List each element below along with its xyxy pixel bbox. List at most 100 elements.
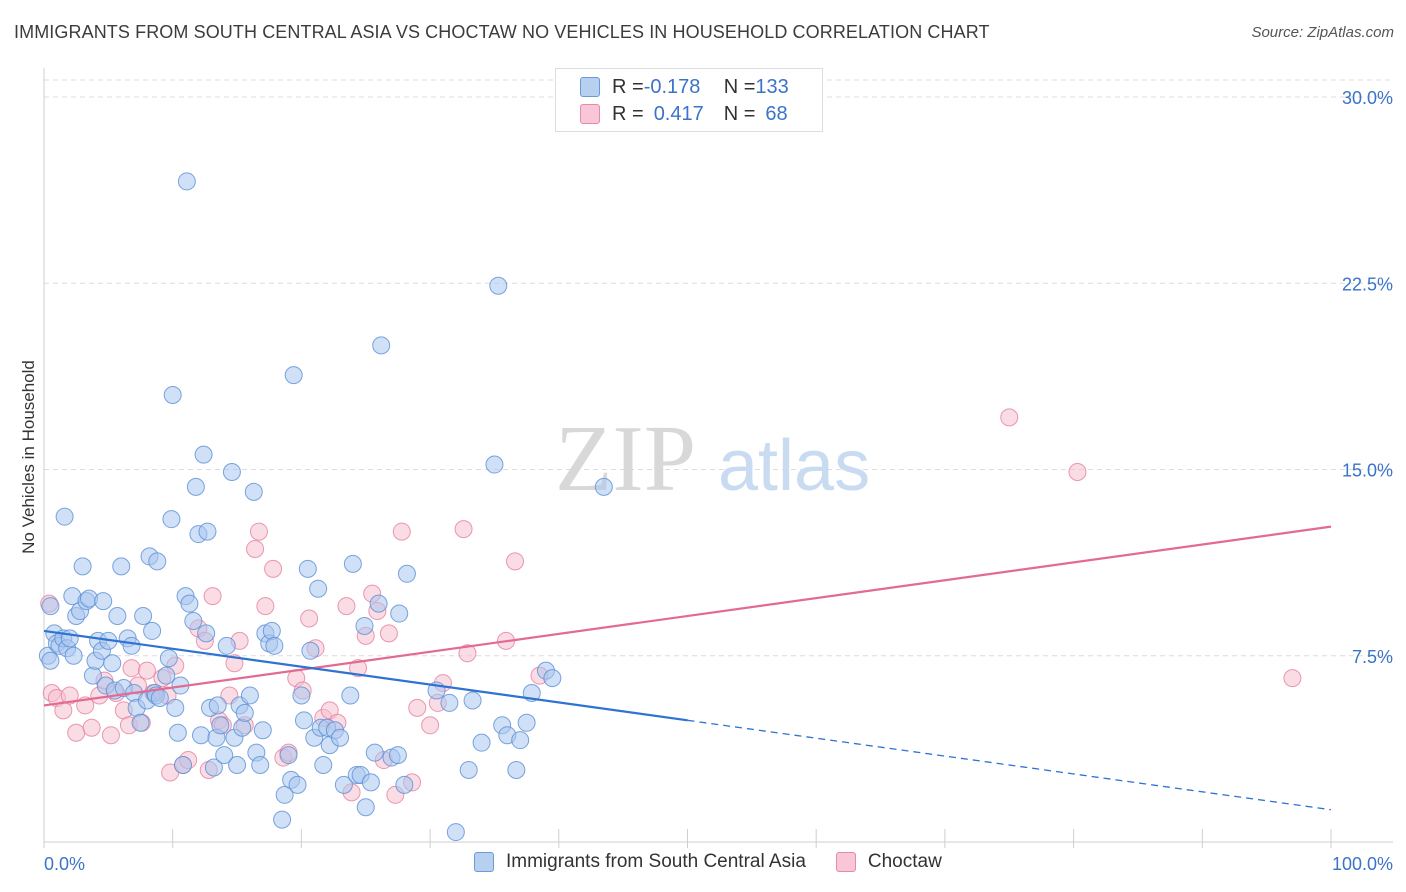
data-point-south-central-asia	[233, 718, 252, 737]
data-point-south-central-asia	[361, 773, 380, 792]
data-point-south-central-asia	[217, 636, 236, 655]
data-point-south-central-asia	[489, 276, 508, 295]
y-tick-label: 22.5%	[1342, 274, 1393, 294]
data-point-south-central-asia	[397, 564, 416, 583]
data-point-south-central-asia	[150, 688, 169, 707]
data-point-choctaw	[421, 716, 440, 735]
data-point-choctaw	[246, 539, 265, 558]
data-point-choctaw	[1283, 669, 1302, 688]
data-point-south-central-asia	[288, 775, 307, 794]
data-point-choctaw	[1000, 408, 1019, 427]
data-point-south-central-asia	[173, 756, 192, 775]
data-point-south-central-asia	[222, 462, 241, 481]
data-point-south-central-asia	[262, 621, 281, 640]
data-point-south-central-asia	[186, 477, 205, 496]
data-point-south-central-asia	[208, 696, 227, 715]
data-point-south-central-asia	[273, 810, 292, 829]
data-point-choctaw	[454, 520, 473, 539]
data-point-south-central-asia	[211, 716, 230, 735]
data-point-south-central-asia	[184, 611, 203, 630]
correlation-legend: R = -0.178 N = 133 R = 0.417 N = 68	[555, 68, 823, 132]
data-point-choctaw	[349, 659, 368, 678]
data-point-choctaw	[337, 597, 356, 616]
data-point-south-central-asia	[294, 711, 313, 730]
data-point-south-central-asia	[390, 604, 409, 623]
data-point-south-central-asia	[253, 721, 272, 740]
legend-swatch-pink	[835, 852, 856, 872]
legend-n-value: 133	[755, 75, 789, 98]
x-tick-labels: 0.0% 100.0%	[44, 854, 1393, 874]
y-tick-label: 15.0%	[1342, 461, 1393, 481]
data-point-choctaw	[60, 686, 79, 705]
data-point-choctaw	[249, 522, 268, 541]
data-point-south-central-asia	[485, 455, 504, 474]
data-point-south-central-asia	[143, 621, 162, 640]
legend-n-label: N =	[723, 75, 756, 98]
y-tick-label: 30.0%	[1342, 88, 1393, 108]
data-point-south-central-asia	[122, 636, 141, 655]
legend-r-value: -0.178	[643, 75, 701, 98]
data-point-south-central-asia	[395, 775, 414, 794]
data-point-choctaw	[300, 609, 319, 628]
data-point-south-central-asia	[244, 482, 263, 501]
gridlines	[44, 79, 1393, 657]
data-point-south-central-asia	[134, 607, 153, 626]
data-point-south-central-asia	[166, 698, 185, 717]
data-point-choctaw	[458, 644, 477, 663]
trend-line-south-central-asia	[43, 629, 688, 722]
legend-label: Immigrants from South Central Asia	[506, 851, 806, 872]
axes	[43, 68, 1393, 848]
data-point-south-central-asia	[60, 629, 79, 648]
data-point-south-central-asia	[594, 477, 613, 496]
data-point-south-central-asia	[507, 760, 526, 779]
data-point-south-central-asia	[309, 579, 328, 598]
data-point-choctaw	[408, 698, 427, 717]
data-point-south-central-asia	[251, 756, 270, 775]
y-axis-label: No Vehicles in Household	[19, 360, 38, 554]
y-tick-label: 7.5%	[1352, 647, 1393, 667]
trend-line-choctaw	[43, 525, 1332, 707]
data-point-south-central-asia	[180, 594, 199, 613]
data-point-south-central-asia	[157, 666, 176, 685]
data-point-choctaw	[379, 624, 398, 643]
data-point-south-central-asia	[356, 798, 375, 817]
data-point-south-central-asia	[198, 522, 217, 541]
legend-r-label: R =	[612, 75, 644, 98]
legend-row-blue: R = -0.178 N = 133	[580, 74, 789, 100]
legend-r-label: R =	[612, 102, 644, 125]
data-point-south-central-asia	[275, 785, 294, 804]
data-point-south-central-asia	[177, 172, 196, 191]
data-point-choctaw	[256, 597, 275, 616]
x-tick-label-max: 100.0%	[1332, 854, 1393, 874]
data-point-south-central-asia	[162, 510, 181, 529]
data-point-south-central-asia	[472, 733, 491, 752]
data-point-south-central-asia	[292, 686, 311, 705]
data-point-south-central-asia	[41, 651, 60, 670]
data-point-south-central-asia	[334, 775, 353, 794]
data-point-south-central-asia	[192, 726, 211, 745]
data-point-south-central-asia	[163, 386, 182, 404]
data-point-south-central-asia	[168, 723, 187, 742]
watermark-atlas: atlas	[718, 426, 870, 506]
data-point-choctaw	[67, 723, 86, 742]
data-point-south-central-asia	[159, 649, 178, 668]
data-point-south-central-asia	[41, 597, 60, 616]
data-point-south-central-asia	[341, 686, 360, 705]
data-point-south-central-asia	[463, 691, 482, 710]
watermark: ZIP atlas	[555, 407, 870, 511]
data-point-south-central-asia	[197, 624, 216, 643]
chart-title: IMMIGRANTS FROM SOUTH CENTRAL ASIA VS CH…	[14, 22, 990, 42]
data-point-south-central-asia	[517, 713, 536, 732]
legend-item-choctaw[interactable]: Choctaw	[835, 851, 942, 873]
data-point-south-central-asia	[446, 823, 465, 842]
legend-item-south-central-asia[interactable]: Immigrants from South Central Asia	[474, 851, 806, 873]
legend-swatch-blue	[580, 77, 600, 97]
trend-lines	[43, 525, 1332, 811]
data-point-choctaw	[101, 726, 120, 745]
x-tick-label-min: 0.0%	[44, 854, 85, 874]
data-point-choctaw	[392, 522, 411, 541]
data-point-south-central-asia	[372, 336, 391, 355]
trend-line-south-central-asia-extension	[687, 719, 1332, 811]
data-point-south-central-asia	[204, 758, 223, 777]
